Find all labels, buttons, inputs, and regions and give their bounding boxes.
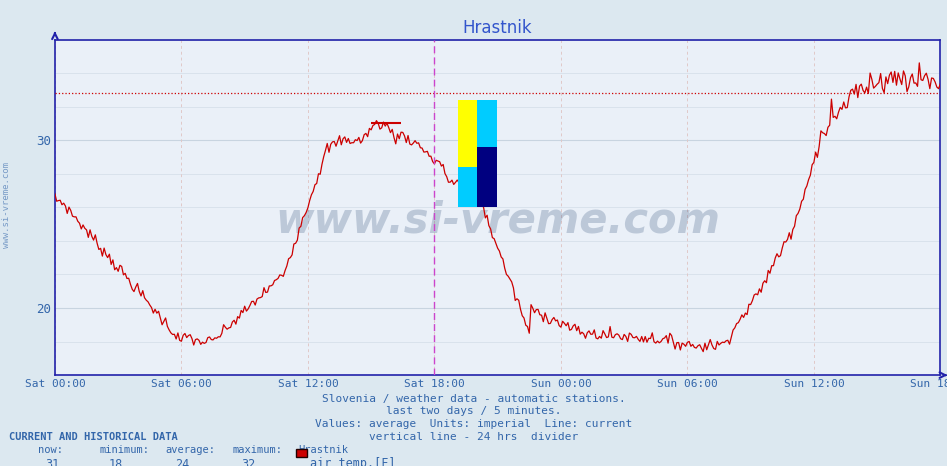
Text: air temp.[F]: air temp.[F] (310, 457, 395, 466)
Text: minimum:: minimum: (99, 445, 150, 454)
Bar (457, 167, 477, 207)
Text: 31: 31 (45, 458, 60, 466)
Text: 18: 18 (109, 458, 123, 466)
Text: average:: average: (166, 445, 216, 454)
Text: www.si-vreme.com: www.si-vreme.com (2, 162, 11, 248)
Text: vertical line - 24 hrs  divider: vertical line - 24 hrs divider (369, 432, 578, 441)
Bar (457, 100, 477, 174)
Text: last two days / 5 minutes.: last two days / 5 minutes. (385, 406, 562, 416)
Text: Values: average  Units: imperial  Line: current: Values: average Units: imperial Line: cu… (314, 419, 633, 429)
Bar (477, 100, 497, 207)
Text: maximum:: maximum: (232, 445, 282, 454)
Text: now:: now: (38, 445, 63, 454)
Text: 24: 24 (175, 458, 189, 466)
Text: 32: 32 (241, 458, 256, 466)
Title: Hrastnik: Hrastnik (463, 19, 532, 37)
Text: CURRENT AND HISTORICAL DATA: CURRENT AND HISTORICAL DATA (9, 432, 178, 442)
Text: www.si-vreme.com: www.si-vreme.com (276, 200, 720, 242)
Text: Slovenia / weather data - automatic stations.: Slovenia / weather data - automatic stat… (322, 394, 625, 404)
Bar (477, 100, 497, 147)
Text: Hrastnik: Hrastnik (298, 445, 348, 454)
